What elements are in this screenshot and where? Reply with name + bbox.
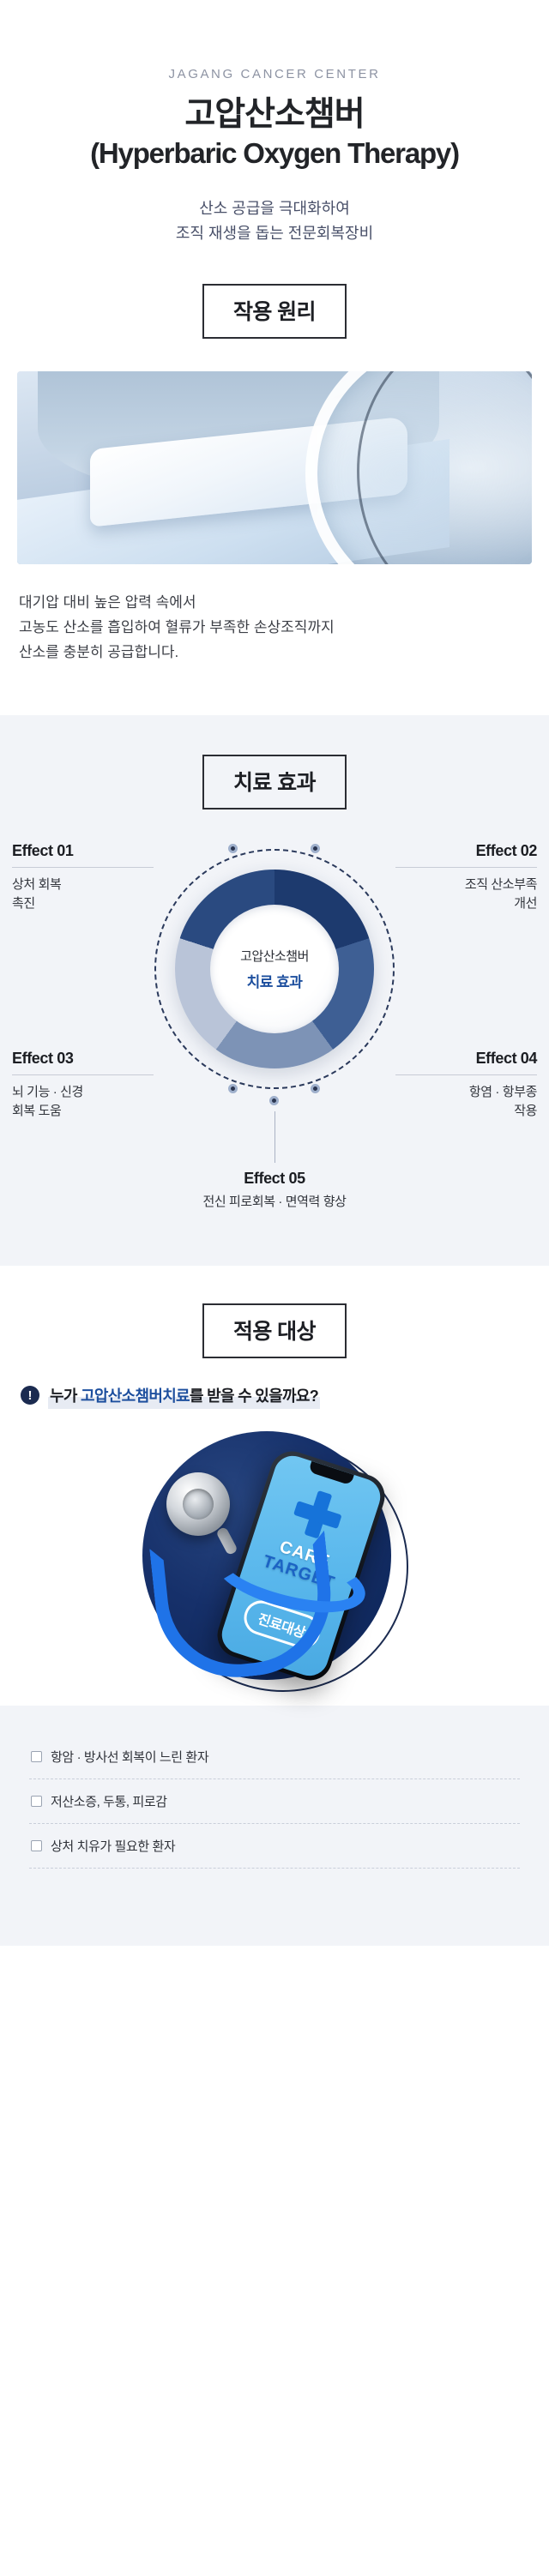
checkbox-icon[interactable] xyxy=(31,1795,42,1807)
question-suffix: 를 받을 수 있을까요? xyxy=(189,1387,319,1405)
effect-02-desc-line2: 개선 xyxy=(514,895,537,911)
orbit-node-05 xyxy=(269,1095,279,1105)
page-title-korean: 고압산소챔버 xyxy=(184,96,365,133)
effects-badge-wrap: 치료 효과 xyxy=(0,754,549,810)
exclamation-icon: ! xyxy=(21,1386,39,1405)
effect-item-01: Effect 01 상처 회복 촉진 xyxy=(12,842,154,913)
effects-donut-chart: 고압산소챔버 치료 효과 xyxy=(154,843,395,1105)
effect-03-title: Effect 03 xyxy=(12,1049,74,1067)
section-badge-effects: 치료 효과 xyxy=(202,754,347,810)
effect-01-desc-line2: 촉진 xyxy=(12,895,35,911)
effect-03-rule xyxy=(12,1074,154,1075)
principle-line1: 대기압 대비 높은 압력 속에서 xyxy=(19,593,196,611)
chamber-rim-seal-graphic xyxy=(357,370,532,564)
effect-02-rule xyxy=(395,866,537,868)
effect-02-desc: 조직 산소부족 개선 xyxy=(395,876,538,913)
effect-04-title: Effect 04 xyxy=(475,1049,538,1067)
principle-description: 대기압 대비 높은 압력 속에서 고농도 산소를 흡입하여 혈류가 부족한 손상… xyxy=(0,590,549,665)
hero-subtitle-line2: 조직 재생을 돕는 전문회복장비 xyxy=(175,224,374,242)
question-prefix: 누가 xyxy=(50,1387,81,1405)
effect-05-connector-line xyxy=(274,1110,275,1163)
effect-04-desc-line2: 작용 xyxy=(514,1103,537,1118)
donut-segments xyxy=(175,869,374,1068)
effect-item-02: Effect 02 조직 산소부족 개선 xyxy=(395,842,537,913)
chamber-photo xyxy=(17,370,532,564)
page-title-english: (Hyperbaric Oxygen Therapy) xyxy=(90,137,460,170)
dashed-orbit-ring xyxy=(154,848,395,1089)
effect-03-desc: 뇌 기능 · 신경 회복 도움 xyxy=(12,1083,154,1121)
orbit-node-01 xyxy=(228,843,238,853)
effect-04-desc-line1: 항염 · 항부종 xyxy=(468,1084,538,1099)
donut-center-label: 고압산소챔버 치료 효과 xyxy=(210,947,339,991)
effects-diagram: Effect 01 상처 회복 촉진 Effect 02 조직 산소부족 개선 xyxy=(0,828,549,1257)
principle-line3: 산소를 충분히 공급합니다. xyxy=(19,644,179,661)
section-badge-target: 적용 대상 xyxy=(202,1303,347,1358)
principle-line2: 고농도 산소를 흡입하여 혈류가 부족한 손상조직까지 xyxy=(19,619,335,636)
effects-panel: 치료 효과 Effect 01 상처 회복 촉진 Effect 02 조직 산소… xyxy=(0,714,549,1266)
target-badge-wrap: 적용 대상 xyxy=(0,1303,549,1358)
hero-subtitle-line1: 산소 공급을 극대화하여 xyxy=(199,199,350,217)
target-question-text: 누가 고압산소챔버치료를 받을 수 있을까요? xyxy=(48,1381,320,1409)
target-question-row: ! 누가 고압산소챔버치료를 받을 수 있을까요? xyxy=(0,1381,549,1409)
brand-eyebrow: JAGANG CANCER CENTER xyxy=(168,67,381,81)
orbit-node-03 xyxy=(228,1083,238,1093)
effect-item-05: Effect 05 전신 피로회복 · 면역력 향상 xyxy=(146,1170,403,1212)
list-item[interactable]: 상처 치유가 필요한 환자 xyxy=(29,1824,520,1869)
effect-04-rule xyxy=(395,1074,537,1075)
target-section: 적용 대상 ! 누가 고압산소챔버치료를 받을 수 있을까요? CARE TAR… xyxy=(0,1265,549,1706)
list-item[interactable]: 저산소증, 두통, 피로감 xyxy=(29,1779,520,1824)
effect-01-desc: 상처 회복 촉진 xyxy=(12,876,154,913)
hero-subtitle: 산소 공급을 극대화하여 조직 재생을 돕는 전문회복장비 xyxy=(0,196,549,246)
effect-05-desc: 전신 피로회복 · 면역력 향상 xyxy=(202,1194,347,1209)
section-badge-principle: 작용 원리 xyxy=(202,283,347,339)
effect-04-desc: 항염 · 항부종 작용 xyxy=(395,1083,538,1121)
checkbox-icon[interactable] xyxy=(31,1839,42,1851)
effect-01-rule xyxy=(12,866,154,868)
effect-01-desc-line1: 상처 회복 xyxy=(12,876,62,892)
orbit-node-02 xyxy=(311,843,320,853)
orbit-node-04 xyxy=(311,1083,320,1093)
effect-item-03: Effect 03 뇌 기능 · 신경 회복 도움 xyxy=(12,1050,154,1121)
effect-02-title: Effect 02 xyxy=(475,841,538,859)
donut-center-bottom: 치료 효과 xyxy=(246,973,303,990)
list-item[interactable]: 항암 · 방사선 회복이 느린 환자 xyxy=(29,1735,520,1779)
effect-05-title: Effect 05 xyxy=(244,1169,305,1187)
checklist-label-3: 상처 치유가 필요한 환자 xyxy=(51,1839,176,1854)
principle-badge-wrap: 작용 원리 xyxy=(0,283,549,339)
checklist-label-2: 저산소증, 두통, 피로감 xyxy=(51,1794,167,1809)
donut-center-top: 고압산소챔버 xyxy=(240,948,309,964)
question-highlight: 고압산소챔버치료 xyxy=(81,1387,190,1405)
checklist-panel: 항암 · 방사선 회복이 느린 환자 저산소증, 두통, 피로감 상처 치유가 … xyxy=(0,1705,549,1946)
stethoscope-icon xyxy=(166,1472,230,1536)
effect-01-title: Effect 01 xyxy=(12,841,74,859)
checkbox-icon[interactable] xyxy=(31,1750,42,1762)
target-illustration: CARE TARGET 진료대상 xyxy=(137,1430,412,1706)
target-checklist: 항암 · 방사선 회복이 느린 환자 저산소증, 두통, 피로감 상처 치유가 … xyxy=(0,1735,549,1869)
checklist-label-1: 항암 · 방사선 회복이 느린 환자 xyxy=(51,1749,209,1765)
hero-section: JAGANG CANCER CENTER 고압산소챔버 (Hyperbaric … xyxy=(0,0,549,246)
effect-03-desc-line2: 회복 도움 xyxy=(12,1103,62,1118)
effect-03-desc-line1: 뇌 기능 · 신경 xyxy=(12,1084,83,1099)
effect-02-desc-line1: 조직 산소부족 xyxy=(464,876,538,892)
effect-item-04: Effect 04 항염 · 항부종 작용 xyxy=(395,1050,537,1121)
chamber-photo-wrap xyxy=(0,370,549,564)
